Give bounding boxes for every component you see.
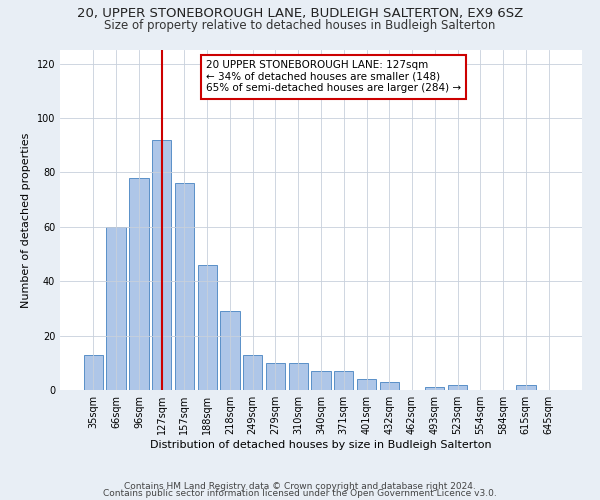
Bar [197, 265, 217, 390]
Bar [266, 363, 285, 390]
Bar [84, 354, 103, 390]
Bar [175, 184, 194, 390]
Bar [311, 371, 331, 390]
Text: 20, UPPER STONEBOROUGH LANE, BUDLEIGH SALTERTON, EX9 6SZ: 20, UPPER STONEBOROUGH LANE, BUDLEIGH SA… [77, 8, 523, 20]
Bar [220, 311, 239, 390]
X-axis label: Distribution of detached houses by size in Budleigh Salterton: Distribution of detached houses by size … [150, 440, 492, 450]
Bar [289, 363, 308, 390]
Bar [357, 379, 376, 390]
Bar [448, 384, 467, 390]
Bar [106, 227, 126, 390]
Bar [425, 388, 445, 390]
Text: Size of property relative to detached houses in Budleigh Salterton: Size of property relative to detached ho… [104, 19, 496, 32]
Bar [129, 178, 149, 390]
Bar [243, 354, 262, 390]
Bar [380, 382, 399, 390]
Y-axis label: Number of detached properties: Number of detached properties [21, 132, 31, 308]
Text: 20 UPPER STONEBOROUGH LANE: 127sqm
← 34% of detached houses are smaller (148)
65: 20 UPPER STONEBOROUGH LANE: 127sqm ← 34%… [206, 60, 461, 94]
Text: Contains public sector information licensed under the Open Government Licence v3: Contains public sector information licen… [103, 490, 497, 498]
Bar [152, 140, 172, 390]
Text: Contains HM Land Registry data © Crown copyright and database right 2024.: Contains HM Land Registry data © Crown c… [124, 482, 476, 491]
Bar [334, 371, 353, 390]
Bar [516, 384, 536, 390]
